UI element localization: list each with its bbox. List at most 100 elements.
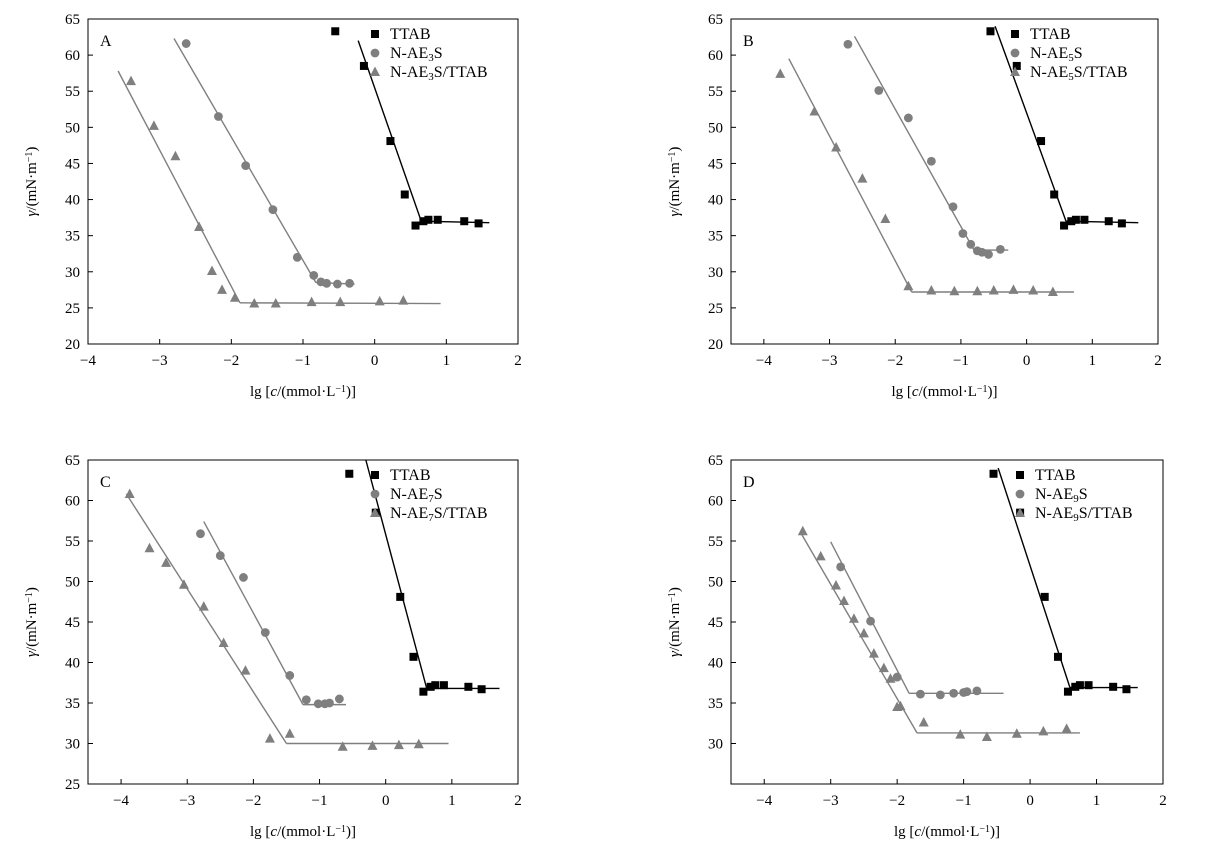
series-triangle — [117, 70, 441, 308]
chart-panel-b: −4 −3 −2 −1 0 1 2 20 25 30 35 40 45 50 55 60 65 lg [c/(mm… — [667, 12, 1162, 400]
chart-panel-c: −4 −3 −2 −1 0 1 2 25 30 35 40 45 50 55 60 65 lg [c/(mmol… — [24, 453, 522, 840]
fit-line — [853, 35, 975, 251]
data-point — [880, 213, 891, 224]
data-point — [196, 529, 205, 539]
legend-marker — [1010, 48, 1020, 58]
x-tick-label: 1 — [448, 793, 456, 809]
legend-entry: N-AE5S — [1030, 45, 1083, 64]
data-point — [345, 278, 354, 288]
x-tick-label: −2 — [245, 793, 261, 809]
legend-marker — [370, 48, 380, 58]
data-point — [181, 39, 191, 48]
panel-label: C — [100, 474, 111, 491]
series-triangle — [124, 488, 449, 751]
data-point — [903, 280, 914, 291]
legend-entry: TTAB — [390, 467, 431, 484]
data-point — [1008, 284, 1019, 294]
x-tick-label: −2 — [889, 793, 905, 809]
y-axis-title: γ/(mN·m−1) — [24, 587, 40, 657]
data-point — [409, 652, 418, 661]
legend-entry: TTAB — [390, 26, 431, 43]
data-point — [926, 285, 937, 295]
y-axis-title: γ/(mN·m−1) — [24, 147, 40, 217]
y-tick-label: 60 — [708, 494, 723, 510]
data-point — [809, 105, 820, 116]
data-point — [972, 285, 983, 296]
panel-label: B — [743, 33, 754, 50]
data-point — [367, 740, 378, 750]
fit-line — [800, 532, 918, 734]
data-point — [885, 673, 896, 683]
y-tick-label: 50 — [708, 575, 723, 591]
data-point — [1067, 217, 1076, 226]
data-point — [460, 217, 469, 226]
series-triangle — [775, 58, 1074, 296]
data-point — [477, 685, 486, 694]
data-point — [309, 270, 319, 280]
x-tick-label: 1 — [1089, 353, 1097, 369]
series-circle — [173, 38, 355, 289]
data-point — [217, 284, 228, 294]
data-point — [335, 296, 346, 307]
data-point — [775, 68, 786, 78]
data-point — [1050, 190, 1059, 199]
data-point — [337, 741, 348, 751]
data-point — [419, 687, 428, 696]
data-point — [241, 161, 251, 171]
y-tick-label: 45 — [708, 615, 723, 631]
series-triangle — [797, 525, 1080, 742]
fit-line — [173, 38, 317, 283]
data-point — [270, 298, 281, 308]
data-point — [1080, 215, 1089, 224]
data-point — [393, 739, 404, 750]
legend-marker — [1015, 489, 1025, 499]
data-point — [260, 628, 270, 637]
x-tick-label: 2 — [514, 793, 522, 809]
data-point — [124, 488, 135, 499]
data-point — [1012, 61, 1021, 70]
y-tick-label: 35 — [708, 229, 723, 245]
data-point — [1122, 685, 1131, 694]
data-point — [1109, 682, 1118, 691]
data-point — [431, 681, 440, 690]
data-point — [962, 687, 972, 697]
data-point — [1075, 681, 1084, 690]
x-tick-label: −3 — [822, 353, 838, 369]
y-tick-label: 60 — [65, 48, 80, 64]
series-circle — [830, 541, 1004, 700]
data-point — [229, 292, 240, 302]
plot-frame — [730, 18, 1159, 345]
data-point — [239, 573, 248, 582]
series-square — [986, 25, 1139, 230]
data-point — [474, 219, 483, 228]
y-tick-label: 30 — [708, 737, 723, 753]
x-tick-label: 1 — [1093, 793, 1101, 809]
data-point — [194, 221, 205, 231]
x-tick-label: −4 — [113, 793, 129, 809]
data-point — [986, 27, 995, 36]
legend-entry: N-AE5S/TTAB — [1030, 64, 1128, 83]
series-square — [331, 27, 490, 230]
x-tick-label: 0 — [1023, 353, 1031, 369]
data-point — [838, 595, 849, 605]
data-point — [955, 729, 966, 739]
legend-entry: TTAB — [1035, 467, 1076, 484]
x-axis-title: lg [c/(mmol·L−1)] — [891, 384, 997, 400]
legend-entry: TTAB — [1030, 26, 1071, 43]
data-point — [1104, 217, 1113, 226]
y-tick-label: 65 — [65, 453, 80, 469]
data-point — [359, 61, 368, 70]
data-point — [306, 296, 317, 307]
data-point — [322, 278, 332, 288]
legend-entry: N-AE7S — [390, 486, 443, 505]
data-point — [144, 542, 155, 553]
y-tick-label: 30 — [65, 265, 80, 281]
data-point — [198, 601, 209, 611]
data-point — [895, 700, 906, 711]
data-point — [386, 137, 395, 146]
data-point — [836, 562, 846, 572]
x-tick-label: 0 — [382, 793, 390, 809]
y-tick-label: 35 — [65, 696, 80, 712]
fit-line — [125, 493, 288, 744]
